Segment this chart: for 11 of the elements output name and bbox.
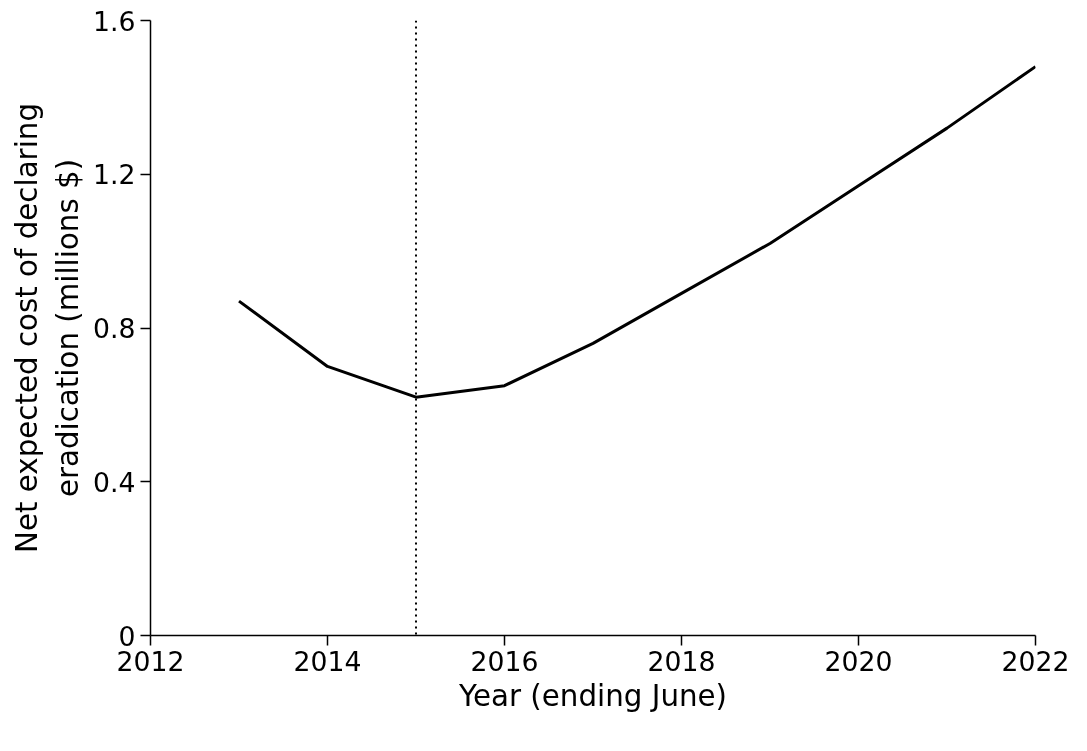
y-tick-label: 0.8: [93, 313, 136, 344]
y-axis-title: Net expected cost of declaring eradication (millions $): [10, 102, 86, 554]
x-tick-label: 2022: [1001, 645, 1070, 677]
x-axis-title: Year (ending June): [457, 678, 728, 713]
x-tick-label: 2014: [293, 645, 362, 677]
x-tick-label: 2016: [470, 645, 539, 677]
x-tick-label: 2020: [824, 645, 893, 677]
x-tick-label: 2018: [647, 645, 716, 677]
y-tick-label: 0.4: [93, 466, 136, 498]
y-tick-label: 1.2: [93, 159, 136, 191]
y-tick-label: 1.6: [93, 5, 136, 37]
